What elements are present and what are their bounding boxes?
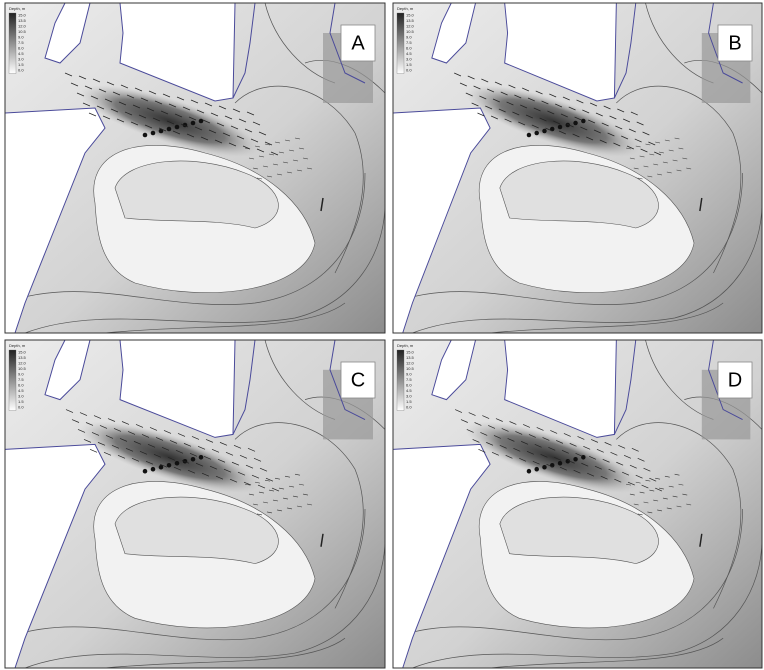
scour-hole	[542, 465, 546, 470]
legend-label: 0.0	[406, 68, 412, 73]
scour-hole	[573, 121, 577, 126]
legend-label: 0.0	[18, 68, 24, 73]
legend-label: 10.5	[18, 366, 27, 371]
legend-ramp	[9, 13, 16, 74]
scour-hole	[527, 133, 531, 138]
legend-label: 1.5	[18, 399, 24, 404]
legend-label: 13.5	[406, 18, 415, 23]
legend-label: 6.0	[406, 46, 412, 51]
scour-hole	[542, 129, 546, 134]
scour-hole	[191, 121, 196, 126]
legend-label: 4.5	[18, 51, 24, 56]
legend-label: 13.5	[18, 18, 27, 23]
legend-label: 9.0	[18, 35, 24, 40]
legend-label: 10.5	[406, 366, 415, 371]
legend-label: 12.0	[18, 24, 27, 29]
map-panel: Depth, m 15.013.512.010.59.07.56.04.53.01…	[393, 3, 762, 333]
scour-hole	[175, 461, 180, 466]
legend-title: Depth, m	[9, 6, 26, 11]
scour-hole	[143, 133, 148, 138]
legend-label: 12.0	[406, 24, 415, 29]
legend-label: 10.5	[18, 29, 27, 34]
legend-label: 13.5	[18, 355, 27, 360]
legend-label: 7.5	[18, 40, 24, 45]
scour-hole	[199, 119, 204, 124]
map-body	[393, 340, 762, 668]
scour-hole	[167, 463, 172, 468]
map-body	[5, 3, 385, 333]
legend-ramp	[397, 13, 404, 74]
legend-label: 3.0	[406, 57, 412, 62]
scour-hole	[191, 457, 196, 462]
panel-label: B	[728, 32, 741, 54]
legend-label: 9.0	[406, 372, 412, 377]
legend-label: 15.0	[18, 13, 27, 18]
legend-title: Depth, m	[397, 343, 414, 348]
legend-label: 15.0	[406, 13, 415, 18]
legend-label: 7.5	[406, 377, 412, 382]
scour-hole	[581, 119, 585, 124]
legend-label: 3.0	[406, 394, 412, 399]
scour-hole	[167, 127, 172, 132]
map-panel: Depth, m 15.013.512.010.59.07.56.04.53.01…	[5, 340, 385, 668]
legend-label: 13.5	[406, 355, 415, 360]
legend-label: 1.5	[406, 62, 412, 67]
figure: Depth, m15.013.512.010.59.07.56.04.53.01…	[0, 0, 764, 670]
legend-label: 12.0	[18, 361, 27, 366]
legend-label: 6.0	[406, 383, 412, 388]
scour-hole	[558, 461, 562, 466]
legend-label: 15.0	[406, 350, 415, 355]
legend-label: 3.0	[18, 57, 24, 62]
scour-hole	[175, 125, 180, 130]
scour-hole	[151, 131, 156, 136]
panel-label: A	[351, 32, 365, 54]
panel-label: D	[728, 369, 742, 391]
legend-label: 9.0	[406, 35, 412, 40]
scour-hole	[534, 131, 538, 136]
legend-label: 1.5	[18, 62, 24, 67]
map-body	[393, 3, 762, 333]
legend-title: Depth, m	[9, 343, 26, 348]
legend-label: 1.5	[406, 399, 412, 404]
scour-hole	[558, 125, 562, 130]
legend-label: 0.0	[406, 405, 412, 410]
legend-ramp	[9, 350, 16, 411]
legend-label: 9.0	[18, 372, 24, 377]
legend-label: 12.0	[406, 361, 415, 366]
legend-label: 6.0	[18, 383, 24, 388]
scour-hole	[527, 469, 531, 474]
legend-label: 0.0	[18, 405, 24, 410]
legend-label: 4.5	[18, 388, 24, 393]
scour-hole	[151, 467, 156, 472]
legend-label: 4.5	[406, 388, 412, 393]
legend-ramp	[397, 350, 404, 411]
legend-label: 10.5	[406, 29, 415, 34]
legend-label: 4.5	[406, 51, 412, 56]
legend-label: 15.0	[18, 350, 27, 355]
legend-label: 6.0	[18, 46, 24, 51]
legend-label: 7.5	[18, 377, 24, 382]
map-panel: Depth, m 15.013.512.010.59.07.56.04.53.01…	[5, 3, 385, 333]
scour-hole	[143, 469, 148, 474]
map-body	[5, 340, 385, 668]
legend-label: 3.0	[18, 394, 24, 399]
panel-label: C	[351, 369, 365, 391]
legend-title: Depth, m	[397, 6, 414, 11]
map-panel: Depth, m 15.013.512.010.59.07.56.04.53.01…	[393, 340, 762, 668]
scour-hole	[534, 467, 538, 472]
legend-label: 7.5	[406, 40, 412, 45]
scour-hole	[199, 455, 204, 460]
scour-hole	[573, 457, 577, 462]
